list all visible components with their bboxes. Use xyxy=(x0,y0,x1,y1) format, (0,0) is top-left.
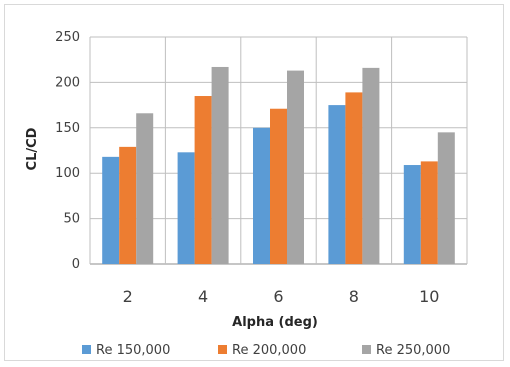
y-tick-label: 0 xyxy=(72,257,80,272)
bar xyxy=(328,105,346,264)
bar xyxy=(437,132,455,264)
bar xyxy=(136,113,154,264)
y-tick-label: 150 xyxy=(55,121,80,136)
legend-swatch xyxy=(218,345,227,354)
bar xyxy=(287,70,304,264)
legend-swatch xyxy=(82,345,91,354)
legend-label: Re 150,000 xyxy=(96,343,170,358)
x-axis-title: Alpha (deg) xyxy=(232,315,318,330)
legend-label: Re 250,000 xyxy=(376,343,450,358)
legend-swatch xyxy=(362,345,371,354)
x-tick-label: 6 xyxy=(273,287,283,306)
x-tick-label: 2 xyxy=(123,287,133,306)
bar xyxy=(211,66,229,265)
x-tick-label: 10 xyxy=(419,287,439,306)
y-tick-label: 200 xyxy=(55,75,80,90)
x-tick-label: 8 xyxy=(349,287,359,306)
x-tick-labels: 2 4 6 8 10 xyxy=(123,287,440,306)
y-tick-label: 50 xyxy=(63,212,80,227)
x-tick-label: 4 xyxy=(198,287,208,306)
bar xyxy=(119,146,137,264)
bar xyxy=(253,127,270,264)
legend-label: Re 200,000 xyxy=(232,343,306,358)
y-tick-labels: 0 50 100 150 200 250 xyxy=(55,30,80,272)
bar xyxy=(102,156,120,264)
bar xyxy=(420,161,438,264)
bar xyxy=(403,165,421,264)
bar xyxy=(194,96,212,265)
y-axis-title: CL/CD xyxy=(25,127,40,170)
y-tick-label: 100 xyxy=(55,166,80,181)
y-tick-label: 250 xyxy=(55,30,80,45)
bars xyxy=(102,66,455,265)
bar xyxy=(362,67,380,264)
bar xyxy=(270,108,287,265)
bar xyxy=(177,152,195,264)
legend: Re 150,000 Re 200,000 Re 250,000 xyxy=(82,343,450,358)
bar xyxy=(345,92,363,264)
